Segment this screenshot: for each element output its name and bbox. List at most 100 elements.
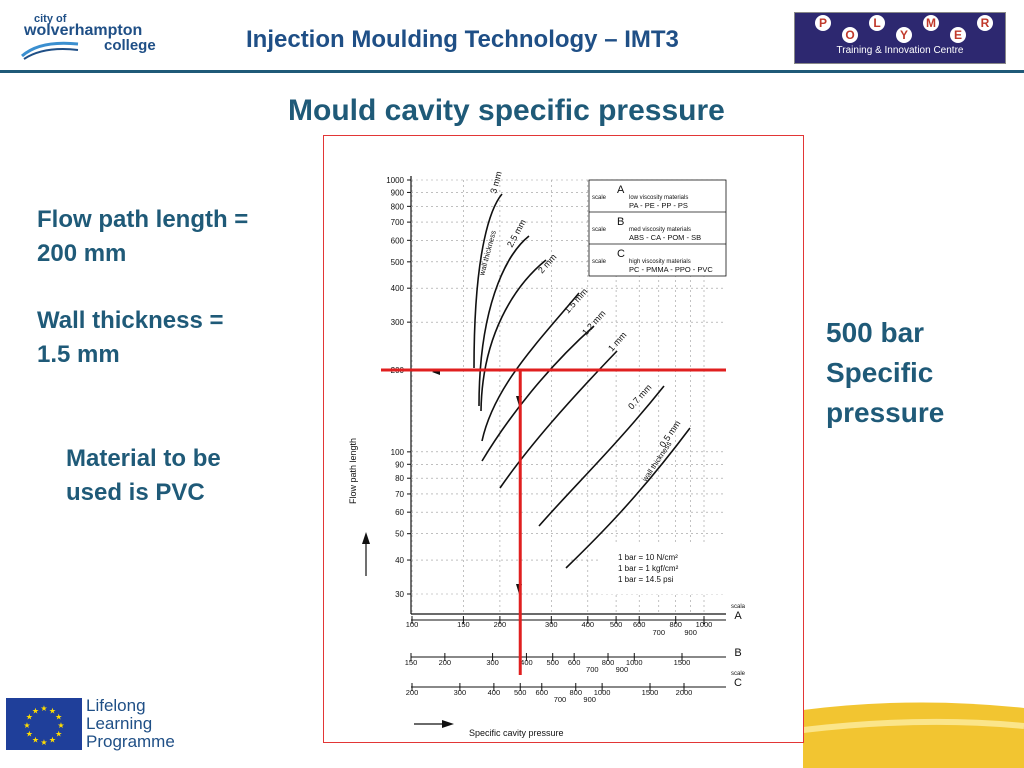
flow-path-note: Flow path length = 200 mm — [37, 203, 248, 271]
eu-star-icon: ★ — [55, 730, 62, 739]
wall-thickness-note: Wall thickness = 1.5 mm — [37, 304, 224, 372]
college-logo-line2: wolverhampton — [24, 22, 143, 39]
legend-letter: A — [617, 184, 625, 196]
college-logo-line3: college — [104, 37, 156, 54]
thickness-curve — [538, 385, 665, 527]
curve-label: 1 mm — [606, 330, 628, 353]
legend-materials: PA - PE - PP - PS — [629, 201, 688, 210]
y-tick-label: 100 — [391, 448, 405, 457]
polymer-letter: R — [977, 15, 993, 31]
y-tick-label: 900 — [391, 188, 405, 197]
thickness-curve — [480, 259, 547, 412]
legend-description: low viscosity materials — [629, 195, 688, 201]
curve-wall-thickness-label: wall thickness — [640, 440, 674, 484]
thickness-curve — [565, 427, 691, 569]
y-tick-label: 90 — [395, 460, 404, 469]
polymer-letter: O — [842, 27, 858, 43]
scale-letter: A — [734, 610, 742, 622]
y-tick-label: 70 — [395, 490, 404, 499]
thickness-curve — [478, 235, 530, 407]
polymer-letter: Y — [896, 27, 912, 43]
eu-star-icon: ★ — [40, 704, 47, 713]
eu-star-icon: ★ — [32, 706, 39, 715]
legend-box — [588, 179, 727, 277]
material-note-line1: Material to be — [66, 445, 221, 472]
llp-logo-line3: Programme — [86, 732, 175, 751]
scale-tick-label: 800 — [602, 658, 615, 667]
polymer-letter: P — [815, 15, 831, 31]
pressure-result-line1: 500 bar — [826, 317, 925, 348]
conversion-box — [600, 542, 726, 594]
legend-materials: ABS - CA - POM - SB — [629, 233, 701, 242]
flow-path-note-line2: 200 mm — [37, 240, 127, 267]
wall-thickness-note-line2: 1.5 mm — [37, 341, 120, 368]
llp-logo: ★ ★ ★ ★ ★ ★ ★ ★ ★ ★ ★ ★ — [6, 696, 196, 756]
polymer-letter: M — [923, 15, 939, 31]
thickness-curve — [473, 193, 503, 369]
legend-letter: B — [617, 216, 624, 228]
scale-tick-label: 500 — [546, 658, 559, 667]
y-tick-label: 50 — [395, 530, 404, 539]
scale-tick-label: 600 — [568, 658, 581, 667]
thickness-curve — [481, 292, 580, 442]
scale-tick-label: 400 — [582, 620, 595, 629]
scale-tick-label: 300 — [454, 688, 467, 697]
scale-letter: C — [734, 677, 742, 689]
scale-tick-label: 300 — [486, 658, 499, 667]
scale-minor-tick-label: 900 — [583, 695, 596, 704]
deck-title: Injection Moulding Technology – IMT3 — [246, 26, 679, 53]
scale-tick-label: 600 — [536, 688, 549, 697]
y-tick-label: 400 — [391, 284, 405, 293]
polymer-logo-tagline: Training & Innovation Centre — [836, 45, 964, 56]
pressure-result-line3: pressure — [826, 397, 945, 428]
scale-tick-label: 1500 — [674, 658, 691, 667]
scale-tick-label: 100 — [406, 620, 419, 629]
scale-tick-label: 1500 — [642, 688, 659, 697]
scale-tick-label: 800 — [669, 620, 682, 629]
eu-star-icon: ★ — [26, 713, 33, 722]
scale-minor-tick-label: 700 — [586, 665, 599, 674]
curve-label: 3 mm — [488, 170, 503, 194]
y-tick-label: 300 — [391, 318, 405, 327]
eu-star-icon: ★ — [32, 736, 39, 745]
pressure-result-line2: Specific — [826, 357, 934, 388]
pressure-nomogram: 1000900800700600500400300200100908070605… — [323, 135, 804, 743]
scale-tick-label: 200 — [494, 620, 507, 629]
scale-tick-label: 500 — [514, 688, 527, 697]
college-swoosh-icon — [21, 41, 79, 60]
scale-tick-label: 500 — [610, 620, 623, 629]
legend-description: high viscosity materials — [629, 259, 691, 265]
legend-scale-word: scale — [592, 227, 607, 233]
polymer-letter: L — [869, 15, 885, 31]
y-axis-title: Flow path length — [348, 438, 358, 504]
header-divider — [0, 70, 1024, 73]
y-tick-label: 800 — [391, 202, 405, 211]
x-axis-title: Specific cavity pressure — [469, 728, 564, 738]
scale-caption: scale — [731, 671, 746, 677]
eu-star-icon: ★ — [23, 721, 30, 730]
eu-star-icon: ★ — [49, 736, 56, 745]
thickness-curve — [481, 325, 595, 462]
eu-star-icon: ★ — [26, 730, 33, 739]
scale-tick-label: 2000 — [676, 688, 693, 697]
nomogram-svg: 1000900800700600500400300200100908070605… — [348, 170, 746, 738]
material-note: Material to be used is PVC — [66, 442, 221, 510]
y-tick-label: 700 — [391, 218, 405, 227]
right-arrow-icon — [442, 720, 454, 728]
y-tick-label: 1000 — [386, 176, 404, 185]
legend-scale-word: scale — [592, 195, 607, 201]
y-tick-label: 500 — [391, 258, 405, 267]
scale-letter: B — [734, 647, 741, 659]
eu-star-icon: ★ — [49, 706, 56, 715]
scale-tick-label: 1000 — [594, 688, 611, 697]
scale-tick-label: 400 — [488, 688, 501, 697]
conversion-note: 1 bar = 10 N/cm² — [618, 553, 678, 562]
curve-wall-thickness-label: wall thickness — [477, 229, 498, 277]
legend-materials: PC - PMMA - PPO - PVC — [629, 265, 713, 274]
curve-label: 1.5 mm — [562, 286, 590, 315]
wall-thickness-note-line1: Wall thickness = — [37, 307, 224, 334]
scale-minor-tick-label: 700 — [554, 695, 567, 704]
scale-tick-label: 600 — [633, 620, 646, 629]
slide-title: Mould cavity specific pressure — [288, 94, 725, 127]
curve-label: 2.5 mm — [505, 218, 528, 249]
